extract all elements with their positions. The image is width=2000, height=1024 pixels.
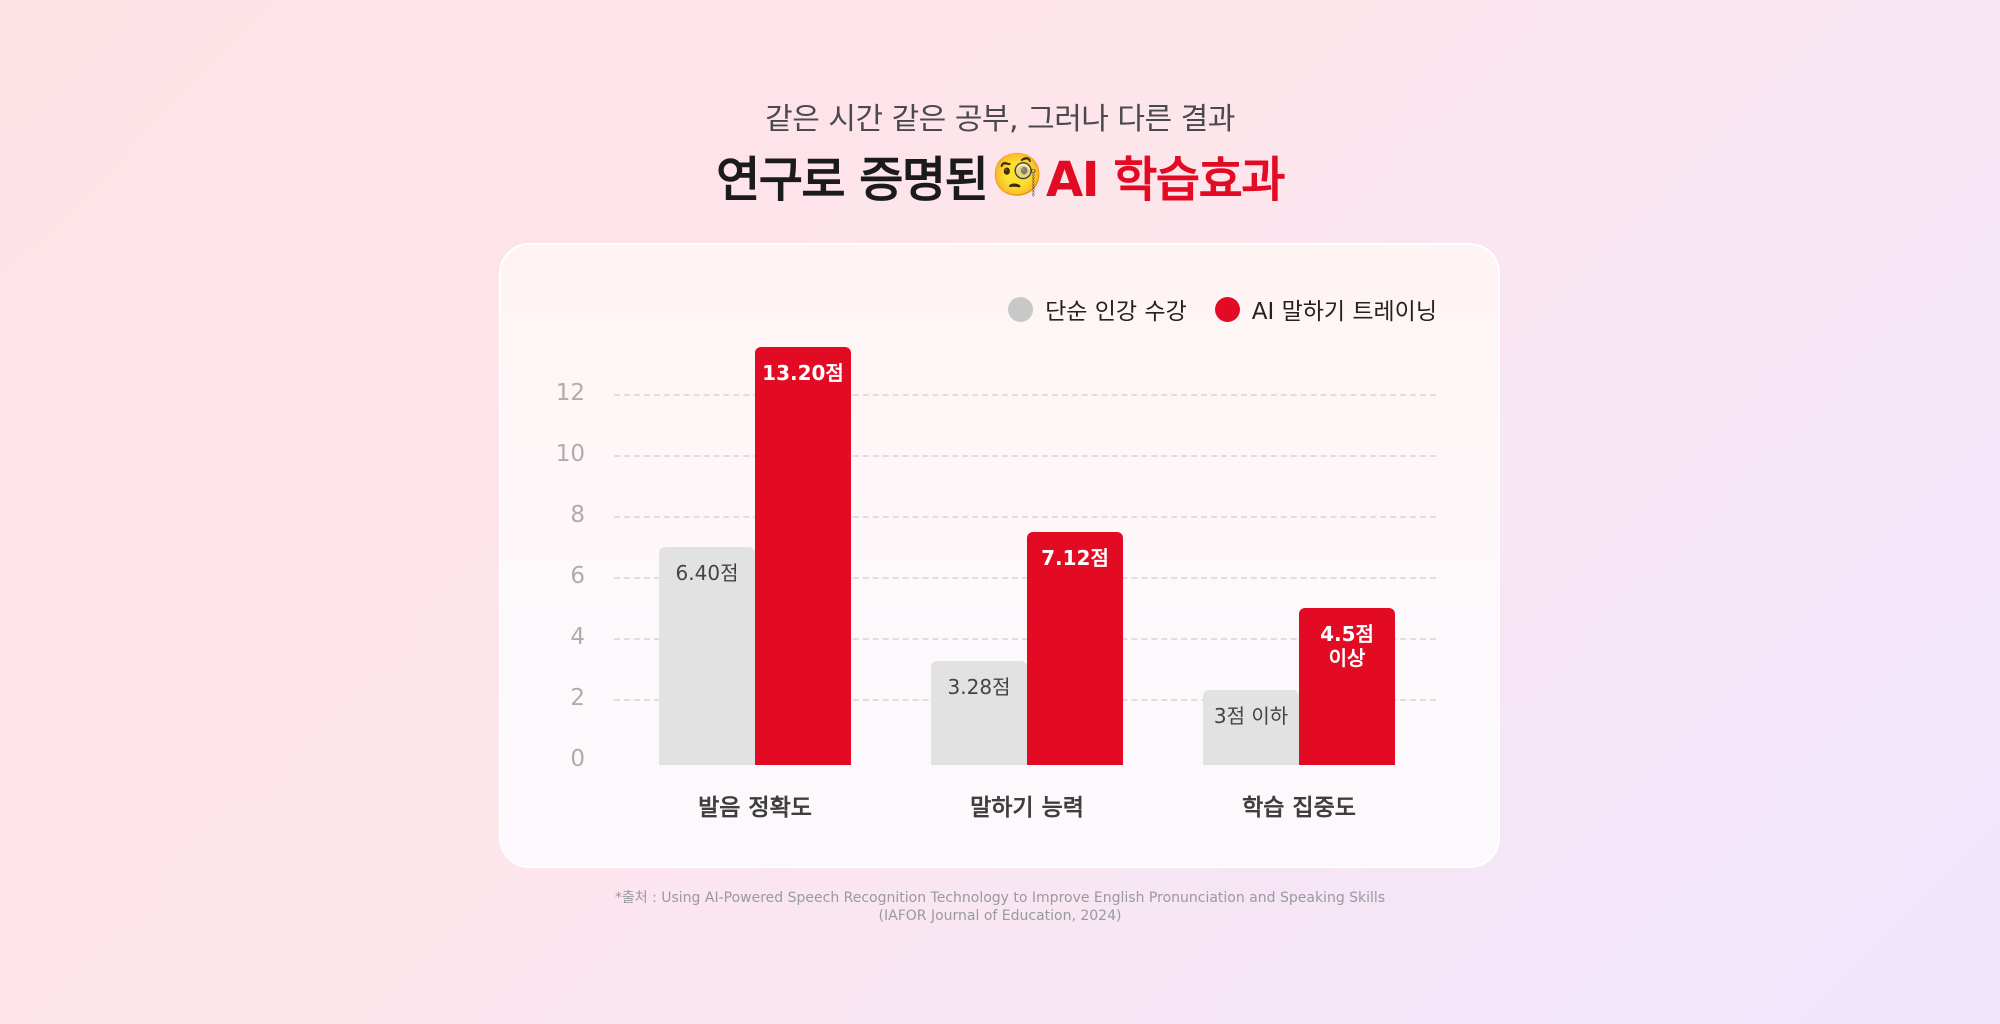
gridline-4	[614, 638, 1436, 640]
y-tick-0: 0	[570, 746, 585, 772]
source-line-2: (IAFOR Journal of Education, 2024)	[878, 908, 1122, 924]
bar-lecture-pronunciation: 6.40점	[659, 547, 755, 765]
y-tick-8: 8	[570, 502, 585, 528]
bar-ai-pronunciation: 13.20점	[755, 347, 851, 765]
subtitle: 같은 시간 같은 공부, 그러나 다른 결과	[765, 102, 1235, 137]
legend-label: 단순 인강 수강	[1045, 299, 1187, 325]
y-tick-6: 6	[570, 563, 585, 589]
category-label-speaking: 말하기 능력	[970, 795, 1084, 821]
bar-value-label: 3.28점	[947, 675, 1011, 699]
y-tick-2: 2	[570, 685, 585, 711]
bar-value-label-line1: 4.5점	[1320, 622, 1374, 646]
bar-value-label: 7.12점	[1041, 546, 1109, 570]
legend-label: AI 말하기 트레이닝	[1251, 299, 1437, 325]
title-accent: AI 학습효과	[1046, 152, 1285, 208]
bar-value-label: 13.20점	[762, 361, 844, 385]
gridline-6	[614, 577, 1436, 579]
bar-lecture-speaking: 3.28점	[931, 661, 1027, 765]
source-line-1: *출처 : Using AI-Powered Speech Recognitio…	[614, 890, 1386, 906]
y-tick-4: 4	[570, 624, 585, 650]
bar-value-label: 6.40점	[675, 561, 739, 585]
page-title: 연구로 증명된 🧐 AI 학습효과	[0, 140, 2000, 210]
title-main: 연구로 증명된	[716, 152, 989, 208]
category-label-focus: 학습 집중도	[1242, 795, 1356, 821]
grey-dot-icon	[1008, 296, 1034, 322]
chart-legend: 단순 인강 수강 AI 말하기 트레이닝	[980, 292, 1437, 326]
bar-ai-focus: 4.5점 이상	[1299, 608, 1395, 765]
gridline-12	[614, 394, 1436, 396]
y-tick-10: 10	[555, 441, 585, 467]
y-tick-12: 12	[555, 380, 585, 406]
category-label-pronunciation: 발음 정확도	[698, 795, 812, 821]
chart-card	[499, 243, 1500, 868]
red-dot-icon	[1214, 296, 1240, 322]
bar-ai-speaking: 7.12점	[1027, 532, 1123, 765]
legend-item-lecture: 단순 인강 수강	[1008, 292, 1187, 326]
gridline-10	[614, 455, 1436, 457]
legend-item-ai-training: AI 말하기 트레이닝	[1214, 292, 1437, 326]
bar-value-label-line2: 이상	[1328, 646, 1366, 670]
face-with-monocle-icon: 🧐	[991, 150, 1043, 199]
source-citation: *출처 : Using AI-Powered Speech Recognitio…	[0, 889, 2000, 925]
bar-lecture-focus: 3점 이하	[1203, 690, 1299, 765]
bar-value-label: 3점 이하	[1213, 704, 1289, 728]
gridline-8	[614, 516, 1436, 518]
